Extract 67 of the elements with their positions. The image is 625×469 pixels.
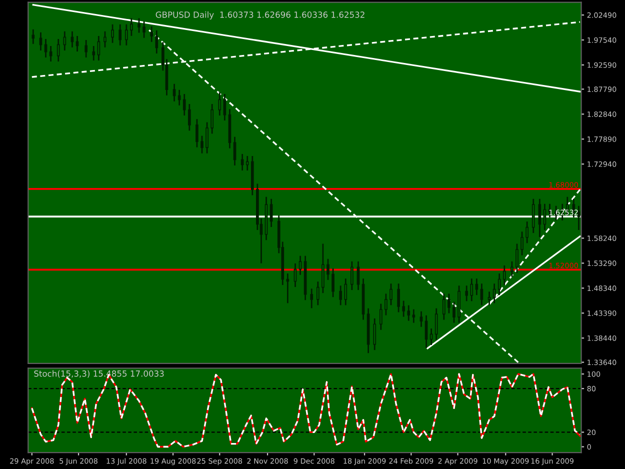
candlestick: [196, 119, 198, 148]
candlestick: [138, 18, 140, 33]
candlestick: [155, 30, 158, 54]
candlestick: [420, 311, 423, 327]
candlestick: [150, 26, 154, 42]
candlestick: [294, 263, 297, 287]
candlestick: [210, 104, 214, 134]
candlestick: [178, 90, 181, 106]
candlestick: [465, 286, 468, 302]
candlestick: [246, 156, 249, 170]
candlestick: [70, 31, 74, 48]
candlestick: [442, 294, 446, 320]
candlestick: [498, 274, 501, 296]
candlestick: [412, 309, 416, 323]
candlestick: [124, 24, 128, 46]
candlestick: [510, 261, 514, 277]
candlestick: [130, 18, 133, 36]
candlestick: [142, 21, 146, 38]
candlestick: [188, 104, 191, 131]
chart-title: Stoch(15,3,3) 15.4855 17.0033: [34, 370, 164, 378]
candlestick: [407, 305, 410, 321]
candlestick: [350, 261, 354, 290]
candlestick: [104, 31, 106, 48]
candlestick: [200, 136, 204, 154]
candlestick: [502, 265, 506, 285]
candlestick: [448, 294, 450, 314]
candlestick: [172, 84, 176, 102]
candlestick: [218, 92, 222, 116]
candlestick: [516, 244, 518, 273]
candlestick: [397, 284, 400, 312]
candlestick: [373, 318, 376, 350]
candlestick: [111, 24, 114, 43]
candlestick: [492, 284, 496, 304]
candlestick: [390, 284, 392, 306]
candlestick: [298, 256, 302, 275]
candlestick: [206, 122, 208, 154]
candlestick: [532, 198, 535, 234]
candlestick: [339, 286, 342, 306]
candlestick: [182, 94, 186, 116]
text: GBPUSD Daily 1.60373 1.62696 1.60336 1.62532: [156, 11, 364, 20]
candlestick: [326, 258, 330, 280]
candlestick: [92, 46, 96, 61]
candlestick: [84, 40, 88, 58]
candlestick: [379, 304, 382, 330]
candlestick: [384, 294, 388, 316]
candlestick: [63, 31, 66, 50]
candlestick: [480, 284, 484, 306]
candlestick: [310, 288, 314, 308]
candlestick: [344, 278, 348, 306]
candlestick: [402, 300, 406, 317]
candlestick: [39, 32, 42, 50]
candlestick: [577, 206, 580, 230]
candlestick: [475, 278, 478, 296]
candlestick: [332, 268, 334, 298]
candlestick: [56, 38, 60, 62]
candlestick: [316, 282, 320, 306]
candlestick: [538, 198, 542, 238]
candlestick: [470, 278, 474, 302]
candlestick: [434, 308, 438, 340]
candlestick: [526, 222, 528, 244]
candlestick: [520, 232, 524, 256]
candlestick: [452, 302, 456, 323]
candlestick: [543, 204, 546, 230]
candlestick: [118, 24, 122, 46]
candlestick: [488, 292, 491, 306]
candlestick: [322, 244, 324, 294]
candlestick: [32, 29, 35, 44]
